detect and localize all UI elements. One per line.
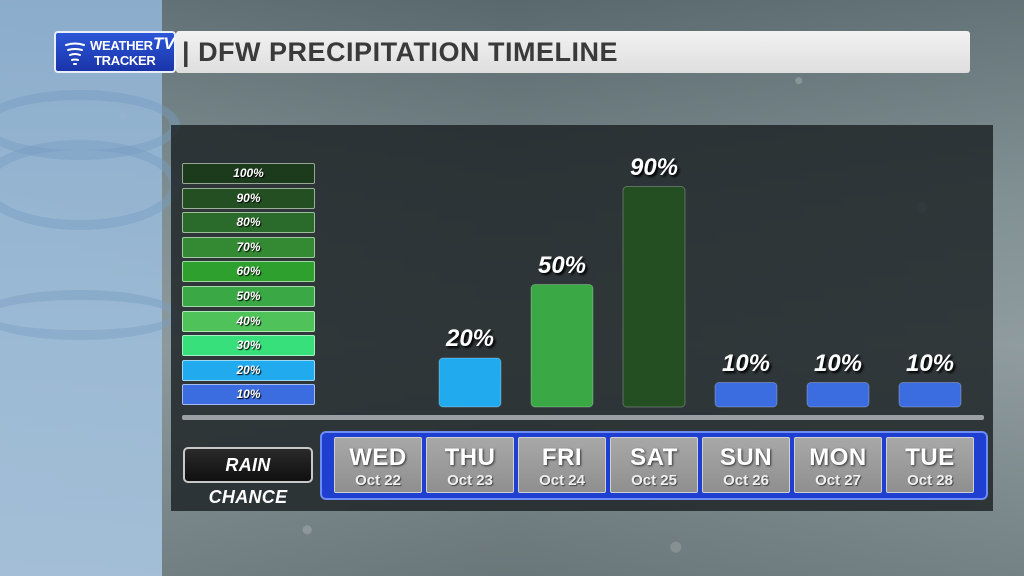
day-name: FRI xyxy=(541,444,583,471)
page-title: DFW PRECIPITATION TIMELINE xyxy=(182,32,618,72)
rain-chance-label: RAIN CHANCE xyxy=(183,447,313,507)
legend-item: 100% xyxy=(182,163,315,184)
bar-fri xyxy=(530,284,594,408)
day-card-sun: SUN Oct 26 xyxy=(702,437,790,493)
day-card-thu: THU Oct 23 xyxy=(426,437,514,493)
day-date: Oct 23 xyxy=(447,472,493,489)
day-date: Oct 25 xyxy=(631,472,677,489)
weather-tracker-logo: WEATHER TRACKER TV xyxy=(54,31,176,73)
bar-sun xyxy=(714,382,778,408)
bar-tue xyxy=(898,382,962,408)
day-name: SUN xyxy=(719,444,773,471)
legend-item: 90% xyxy=(182,187,315,209)
day-card-sat: SAT Oct 25 xyxy=(610,437,698,493)
legend-item: 60% xyxy=(182,261,315,283)
day-date: Oct 27 xyxy=(815,472,861,489)
legend-item: 20% xyxy=(182,359,315,381)
chart-baseline xyxy=(182,415,984,420)
day-date: Oct 26 xyxy=(723,472,769,489)
day-date: Oct 24 xyxy=(539,472,585,489)
logo-text-weather: WEATHER xyxy=(90,38,153,53)
bar-value-label-thu: 20% xyxy=(445,325,495,352)
day-name: MON xyxy=(809,444,867,471)
bar-value-label-fri: 50% xyxy=(537,251,587,279)
day-name: WED xyxy=(349,444,407,471)
day-card-tue: TUE Oct 28 xyxy=(886,437,974,493)
legend-item: 40% xyxy=(182,310,315,332)
left-decorative-strip xyxy=(0,0,180,576)
bar-value-label-tue: 10% xyxy=(905,349,955,377)
logo-text-tracker: TRACKER xyxy=(94,53,156,68)
day-date: Oct 22 xyxy=(355,472,401,489)
day-card-wed: WED Oct 22 xyxy=(334,437,422,493)
logo-text-tv: TV xyxy=(153,34,175,53)
bar-mon xyxy=(806,382,870,408)
bar-value-label-sat: 90% xyxy=(629,153,679,181)
legend-item: 30% xyxy=(182,335,315,357)
day-card-mon: MON Oct 27 xyxy=(794,437,882,493)
bar-thu xyxy=(438,357,502,408)
day-date: Oct 28 xyxy=(907,472,953,489)
legend-item: 70% xyxy=(182,236,315,258)
bar-sat xyxy=(622,186,686,408)
day-name: SAT xyxy=(630,444,678,471)
color-legend: 100% 90% 80% 70% 60% 50% 40% 30% 20% 10% xyxy=(182,163,315,409)
legend-item: 80% xyxy=(182,212,315,234)
day-name: THU xyxy=(444,444,496,471)
bar-value-label-mon: 10% xyxy=(813,349,863,377)
day-card-fri: FRI Oct 24 xyxy=(518,437,606,493)
day-name: TUE xyxy=(905,444,955,471)
legend-item: 50% xyxy=(182,285,315,307)
legend-item: 10% xyxy=(182,384,315,406)
bar-value-label-sun: 10% xyxy=(721,349,771,377)
hurricane-icon xyxy=(65,42,85,65)
